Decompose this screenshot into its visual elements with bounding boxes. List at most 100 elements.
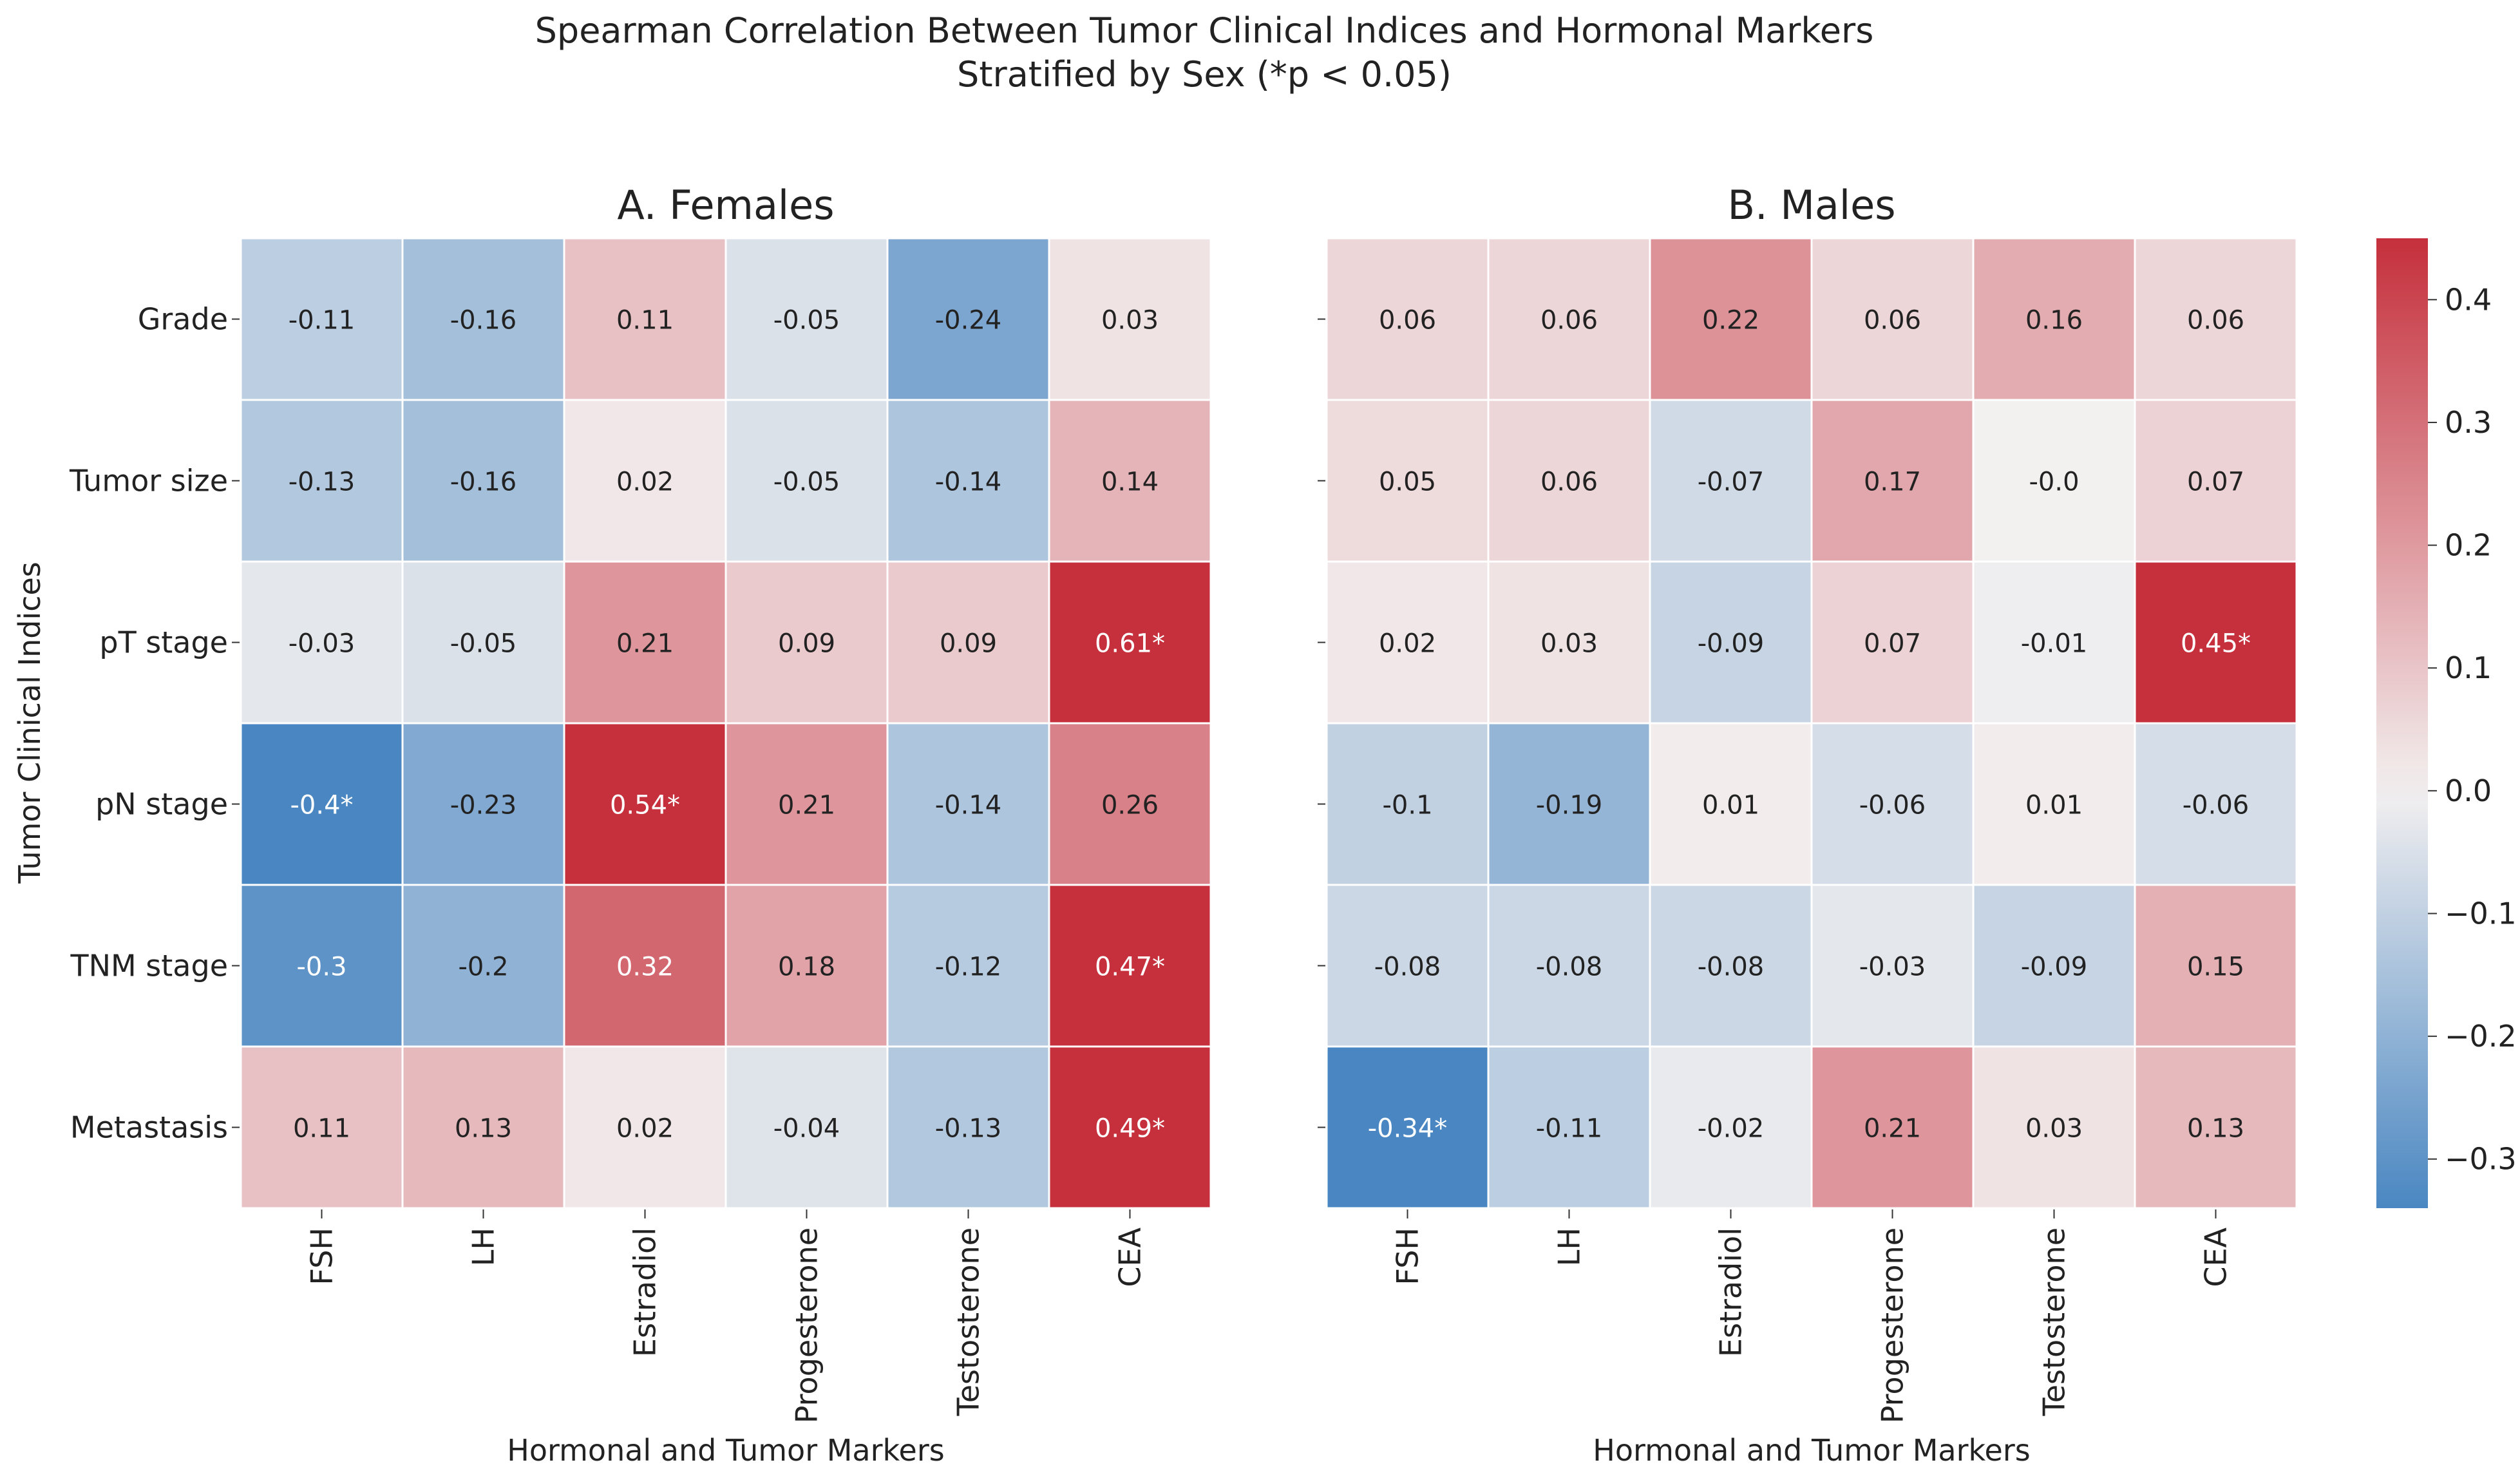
- colorbar: 0.4 0.3 0.2 0.1 0.0 −0.1 −0.2 −0.3: [2376, 238, 2517, 1208]
- cell-value-label: 0.13: [455, 1114, 512, 1144]
- cell-value-label: 0.16: [2025, 306, 2083, 336]
- colorbar-tick-label: 0.0: [2445, 773, 2492, 808]
- cell-value-label: 0.21: [778, 791, 835, 820]
- column-tick-label: CEA: [2199, 1227, 2233, 1287]
- heatmap-cell: [1487, 237, 1651, 401]
- cell-value-label: 0.06: [2187, 306, 2244, 336]
- cell-value-label: -0.11: [1536, 1114, 1603, 1144]
- heatmap-cell: [1325, 884, 1490, 1048]
- cell-value-label: -0.1: [1382, 791, 1432, 820]
- heatmap-cell: [2134, 399, 2298, 563]
- heatmap-cell: [1972, 560, 2136, 725]
- heatmap-cell: [725, 399, 889, 563]
- heatmap-cell: [1048, 560, 1212, 725]
- cell-value-label: -0.05: [450, 629, 517, 659]
- heatmap-cell: [1972, 884, 2136, 1048]
- cell-value-label: 0.03: [1540, 629, 1598, 659]
- cell-value-label: 0.47*: [1095, 952, 1165, 982]
- cell-value-label: 0.06: [1379, 306, 1436, 336]
- colorbar-tick-label: 0.1: [2445, 650, 2492, 685]
- heatmap-cell: [240, 1045, 404, 1209]
- cell-value-label: -0.0: [2029, 468, 2079, 497]
- heatmap-cell: [2134, 722, 2298, 886]
- column-tick-label: Testosterone: [2037, 1227, 2072, 1417]
- heatmap-cell: [725, 560, 889, 725]
- heatmap-cell: [886, 1045, 1050, 1209]
- heatmap-cell: [1048, 1045, 1212, 1209]
- heatmap-cell: [1649, 722, 1813, 886]
- cell-value-label: 0.22: [1702, 306, 1759, 336]
- cell-value-label: -0.11: [289, 306, 355, 336]
- cell-value-label: 0.54*: [610, 791, 680, 820]
- heatmap-cell: [401, 399, 565, 563]
- row-tick-label: Metastasis: [70, 1110, 228, 1145]
- cell-value-label: -0.16: [450, 468, 517, 497]
- cell-value-label: -0.14: [935, 468, 1002, 497]
- colorbar-tick-label: −0.3: [2445, 1142, 2517, 1177]
- cell-value-label: 0.11: [616, 306, 674, 336]
- cell-value-label: 0.06: [1540, 306, 1598, 336]
- cell-value-label: 0.26: [1101, 791, 1159, 820]
- colorbar-tick-label: 0.2: [2445, 528, 2492, 563]
- cell-value-label: -0.04: [773, 1114, 840, 1144]
- cell-value-label: -0.01: [2021, 629, 2088, 659]
- heatmap-cell: [563, 722, 727, 886]
- cell-value-label: -0.16: [450, 306, 517, 336]
- cell-value-label: 0.07: [1864, 629, 1921, 659]
- heatmap-cell: [1810, 560, 1975, 725]
- heatmap-cell: [1649, 399, 1813, 563]
- heatmap-cell: [1810, 1045, 1975, 1209]
- cell-value-label: -0.08: [1536, 952, 1603, 982]
- panel-males: B. Males 0.06 0.06 0.22 0.06 0.16 0.06 0.05 0.06…: [1318, 182, 2298, 1468]
- figure-title: Spearman Correlation Between Tumor Clini…: [535, 10, 1874, 51]
- heatmap-cell: [401, 237, 565, 401]
- cell-value-label: -0.07: [1698, 468, 1765, 497]
- heatmap-cell: [886, 722, 1050, 886]
- cell-value-label: -0.2: [458, 952, 508, 982]
- heatmap-cell: [1649, 560, 1813, 725]
- heatmap-cell: [1810, 237, 1975, 401]
- cell-value-label: -0.06: [1859, 791, 1926, 820]
- cell-value-label: 0.02: [1379, 629, 1436, 659]
- cell-value-label: -0.24: [935, 306, 1002, 336]
- colorbar-tick-label: −0.2: [2445, 1019, 2517, 1054]
- cell-value-label: 0.45*: [2181, 629, 2251, 659]
- heatmap-cell: [1487, 1045, 1651, 1209]
- cell-value-label: -0.23: [450, 791, 517, 820]
- heatmap-cell: [725, 1045, 889, 1209]
- row-tick-label: pN stage: [95, 787, 228, 822]
- heatmap-cell: [563, 884, 727, 1048]
- row-tick-label: TNM stage: [70, 949, 228, 983]
- cell-value-label: -0.09: [1698, 629, 1765, 659]
- cell-value-label: -0.03: [289, 629, 355, 659]
- heatmap-cell: [2134, 1045, 2298, 1209]
- column-tick-label: LH: [1552, 1227, 1587, 1266]
- cell-value-label: -0.14: [935, 791, 1002, 820]
- cell-value-label: 0.02: [616, 1114, 674, 1144]
- x-axis-label: Hormonal and Tumor Markers: [507, 1433, 944, 1468]
- heatmap-cell: [1487, 399, 1651, 563]
- cell-value-label: 0.09: [778, 629, 835, 659]
- cell-value-label: 0.01: [1702, 791, 1759, 820]
- heatmap-cell: [240, 237, 404, 401]
- cell-value-label: 0.07: [2187, 468, 2244, 497]
- heatmap-cell: [1810, 722, 1975, 886]
- heatmap-cell: [1649, 1045, 1813, 1209]
- cell-value-label: 0.05: [1379, 468, 1436, 497]
- heatmap-cell: [401, 722, 565, 886]
- cell-value-label: -0.13: [935, 1114, 1002, 1144]
- panel-females: A. Females -0.11 -0.16 0.11 -0.05 -0.24 0.03 -0…: [69, 182, 1212, 1468]
- column-tick-label: FSH: [1390, 1227, 1425, 1285]
- heatmap-cell: [1972, 722, 2136, 886]
- cell-value-label: 0.06: [1540, 468, 1598, 497]
- cell-value-label: -0.03: [1859, 952, 1926, 982]
- cell-value-label: -0.4*: [290, 791, 353, 820]
- cell-value-label: 0.13: [2187, 1114, 2244, 1144]
- cell-value-label: 0.21: [616, 629, 674, 659]
- cell-value-label: 0.32: [616, 952, 674, 982]
- cell-value-label: 0.49*: [1095, 1114, 1165, 1144]
- cell-value-label: 0.01: [2025, 791, 2083, 820]
- cell-value-label: -0.08: [1374, 952, 1441, 982]
- cell-value-label: 0.21: [1864, 1114, 1921, 1144]
